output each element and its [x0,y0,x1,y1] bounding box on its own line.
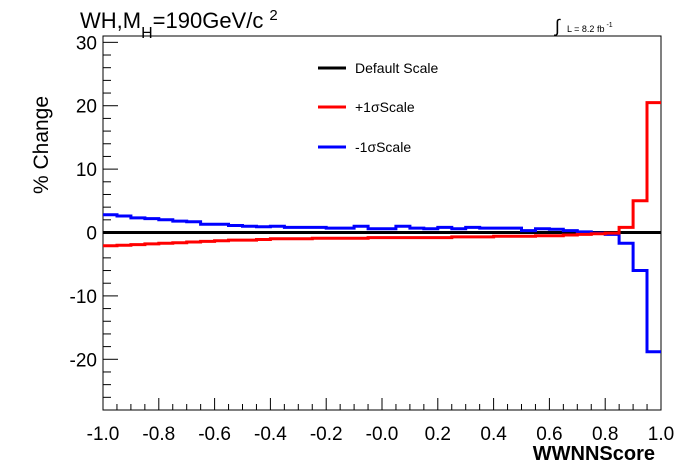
y-tick-label: 30 [76,33,97,54]
x-tick-label: -0.2 [310,424,343,445]
x-tick-label: -0.6 [198,424,231,445]
y-tick-label: -10 [70,287,97,308]
y-tick-label: 0 [86,224,97,245]
lumi-integral-sign: ∫ [553,16,561,36]
chart-title: WH,MH=190GeV/c 2 [80,7,278,42]
series-line-plus-1sigma [103,101,661,248]
x-tick-label: -0.0 [366,424,399,445]
legend-label: +1σScale [355,99,415,115]
legend: Default Scale +1σScale -1σScale [318,60,438,155]
legend-label: Default Scale [355,60,438,76]
legend-label: -1σScale [355,139,411,155]
y-tick-label: 20 [76,97,97,118]
y-tick-label: 10 [76,160,97,181]
lumi-annotation: L = 8.2 fb -1 [567,22,613,34]
y-tick-label: -20 [70,350,97,371]
x-axis: -1.0 -0.8 -0.6 -0.4 -0.2 -0.0 0.2 0.4 0.6 0.8 1.0 [87,398,674,445]
x-tick-label: 0.4 [480,424,507,445]
x-tick-label: 1.0 [648,424,674,445]
x-tick-label: -0.4 [254,424,287,445]
x-axis-title: WWNNScore [533,443,655,465]
x-tick-label: -1.0 [87,424,120,445]
x-tick-label: 0.6 [536,424,562,445]
x-tick-label: -0.8 [142,424,175,445]
series-layer [103,101,661,354]
series-line-minus-1sigma [103,213,661,354]
x-tick-label: 0.2 [425,424,451,445]
x-tick-label: 0.8 [592,424,618,445]
y-axis-title: % Change [30,96,53,194]
y-axis: -20 -10 0 10 20 30 [70,33,118,411]
